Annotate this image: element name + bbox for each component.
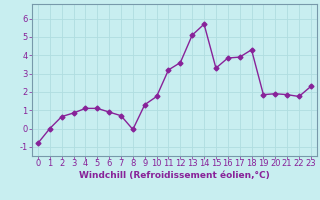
X-axis label: Windchill (Refroidissement éolien,°C): Windchill (Refroidissement éolien,°C) xyxy=(79,171,270,180)
